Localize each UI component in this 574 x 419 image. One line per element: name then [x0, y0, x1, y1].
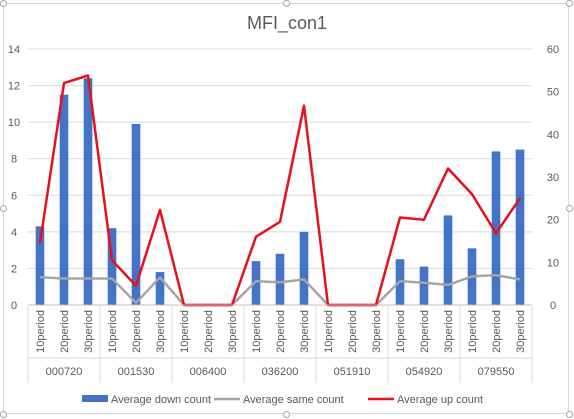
y-right-tick-label: 40 [547, 129, 559, 141]
y-right-tick-label: 50 [547, 87, 559, 99]
bar [515, 149, 525, 305]
x-tick-label: 10period [395, 310, 407, 353]
bar [275, 253, 285, 305]
group-label: 006400 [190, 366, 227, 378]
bar-series [35, 78, 525, 305]
x-tick-label: 10period [467, 310, 479, 353]
gridlines [28, 48, 532, 269]
x-tick-label: 20period [275, 310, 287, 353]
group-label: 054920 [406, 366, 443, 378]
y-left-tick-label: 10 [8, 117, 20, 129]
x-tick-label: 30period [371, 310, 383, 353]
bar [491, 151, 501, 305]
x-tick-label: 20period [491, 310, 503, 353]
bar [251, 261, 261, 305]
bar [419, 266, 429, 305]
y-left-tick-label: 4 [11, 227, 17, 239]
resize-handle-bottom-center[interactable] [283, 411, 290, 418]
y-left-tick-label: 8 [11, 154, 17, 166]
x-tick-label: 30period [299, 310, 311, 353]
bar [131, 123, 141, 305]
group-label: 051910 [334, 366, 371, 378]
x-tick-label: 30period [155, 310, 167, 353]
x-tick-label: 10period [107, 310, 119, 353]
x-tick-label: 10period [35, 310, 47, 353]
group-label: 000720 [46, 366, 83, 378]
group-label: 079550 [478, 366, 515, 378]
group-label: 001530 [118, 366, 155, 378]
y-left-tick-label: 0 [11, 300, 17, 312]
y-left-tick-label: 12 [8, 81, 20, 93]
x-tick-label: 30period [515, 310, 527, 353]
series-line [38, 74, 522, 307]
y-right-tick-label: 20 [547, 215, 559, 227]
x-tick-label: 10period [323, 310, 335, 353]
bar [155, 272, 165, 305]
chart-area[interactable] [3, 3, 569, 414]
x-tick-label: 20period [203, 310, 215, 353]
bar [59, 94, 69, 305]
x-tick-label: 30period [227, 310, 239, 353]
series-line [39, 273, 521, 307]
resize-handle-top-left[interactable] [0, 0, 7, 7]
x-tick-label: 20period [131, 310, 143, 353]
y-right-tick-label: 60 [547, 44, 559, 56]
resize-handle-middle-left[interactable] [0, 205, 7, 212]
legend-label: Average down count [111, 394, 211, 406]
y-right-tick-label: 0 [550, 300, 556, 312]
x-tick-label: 20period [347, 310, 359, 353]
bar [35, 226, 45, 305]
x-tick-label: 20period [59, 310, 71, 353]
x-tick-label: 20period [419, 310, 431, 353]
resize-handle-middle-right[interactable] [566, 205, 573, 212]
axes: 0 2 4 6 8 10 12 14 0 10 20 30 40 50 60 10period 20period… [8, 44, 559, 383]
y-right-tick-label: 10 [547, 257, 559, 269]
group-label: 036200 [262, 366, 299, 378]
x-tick-label: 10period [179, 310, 191, 353]
line-series [38, 74, 522, 307]
x-tick-label: 30period [443, 310, 455, 353]
resize-handle-bottom-right[interactable] [566, 411, 573, 418]
y-left-tick-label: 6 [11, 190, 17, 202]
y-left-tick-label: 2 [11, 263, 17, 275]
legend-label: Average up count [397, 394, 483, 406]
bar [299, 231, 309, 305]
resize-handle-bottom-left[interactable] [0, 411, 7, 418]
x-tick-label: 10period [251, 310, 263, 353]
x-tick-label: 30period [83, 310, 95, 353]
chart-title: MFI_con1 [247, 13, 327, 34]
resize-handle-top-center[interactable] [283, 0, 290, 7]
resize-handle-top-right[interactable] [566, 0, 573, 7]
bar [107, 228, 117, 305]
bar [83, 78, 93, 305]
y-right-tick-label: 30 [547, 172, 559, 184]
legend: Average down count Average same count Aver… [82, 394, 483, 406]
legend-label: Average same count [243, 394, 344, 406]
legend-swatch [82, 395, 108, 402]
y-left-tick-label: 14 [8, 44, 20, 56]
bar [443, 215, 453, 305]
